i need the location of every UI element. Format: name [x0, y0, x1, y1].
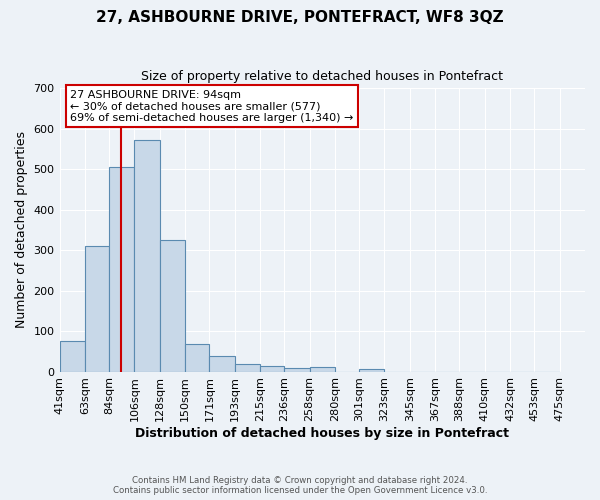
Bar — [85, 246, 109, 372]
Bar — [134, 140, 160, 372]
Text: 27 ASHBOURNE DRIVE: 94sqm
← 30% of detached houses are smaller (577)
69% of semi: 27 ASHBOURNE DRIVE: 94sqm ← 30% of detac… — [70, 90, 353, 123]
Bar — [260, 366, 284, 372]
Bar — [109, 167, 134, 372]
Bar — [235, 364, 260, 372]
Bar — [284, 368, 310, 372]
Bar — [359, 369, 385, 372]
Bar — [310, 366, 335, 372]
X-axis label: Distribution of detached houses by size in Pontefract: Distribution of detached houses by size … — [135, 427, 509, 440]
Title: Size of property relative to detached houses in Pontefract: Size of property relative to detached ho… — [141, 70, 503, 83]
Bar — [209, 356, 235, 372]
Text: Contains HM Land Registry data © Crown copyright and database right 2024.
Contai: Contains HM Land Registry data © Crown c… — [113, 476, 487, 495]
Bar — [160, 240, 185, 372]
Text: 27, ASHBOURNE DRIVE, PONTEFRACT, WF8 3QZ: 27, ASHBOURNE DRIVE, PONTEFRACT, WF8 3QZ — [96, 10, 504, 25]
Y-axis label: Number of detached properties: Number of detached properties — [15, 132, 28, 328]
Bar — [59, 341, 85, 372]
Bar — [185, 344, 209, 372]
